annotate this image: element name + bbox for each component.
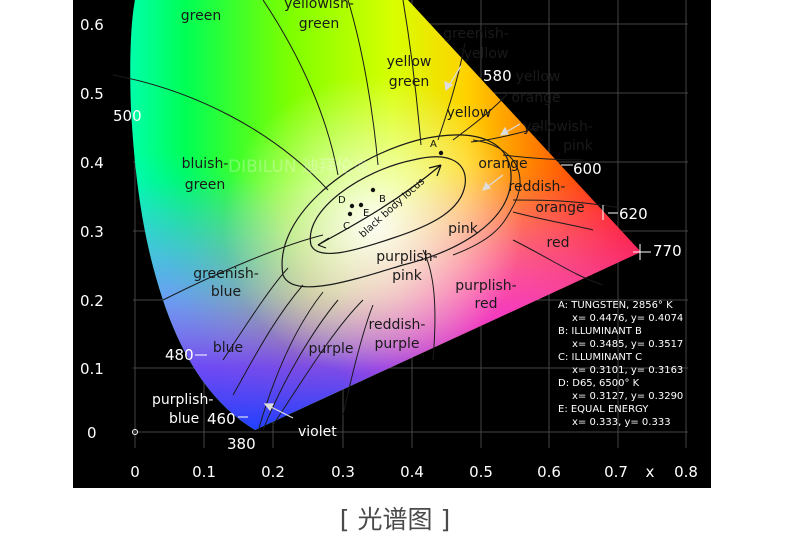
- legend-d-line1: D: D65, 6500° K: [558, 378, 640, 389]
- point-c-marker: [347, 211, 353, 217]
- label-yellow: yellow: [447, 105, 492, 121]
- label-bluish-green-2: green: [185, 177, 225, 193]
- label-purplish-blue-2: blue: [169, 411, 199, 427]
- point-e-marker: [358, 202, 364, 208]
- y-tick-0-5: 0.5: [80, 85, 104, 103]
- label-purplish-red-2: red: [475, 296, 498, 312]
- x-tick-0-2: 0.2: [261, 463, 285, 481]
- region-arrows: [263, 65, 521, 419]
- y-tick-0-1: 0.1: [80, 360, 104, 378]
- reference-points: A B C D E: [338, 139, 444, 232]
- label-reddish-purple-1: reddish-: [369, 317, 426, 333]
- legend-a-line2: x= 0.4476, y= 0.4074: [572, 313, 683, 324]
- y-tick-0-3: 0.3: [80, 223, 104, 241]
- wavelength-620: 620: [619, 205, 648, 223]
- wavelength-500: 500: [113, 107, 142, 125]
- label-reddish-orange-2: orange: [535, 200, 584, 216]
- point-c-label: C: [343, 221, 350, 232]
- illuminant-legend: A: TUNGSTEN, 2856° K x= 0.4476, y= 0.407…: [558, 300, 683, 428]
- region-labels: green yellowish- green greenish- yellow …: [181, 0, 594, 357]
- point-a-label: A: [430, 139, 437, 150]
- x-tick-0-5: 0.5: [469, 463, 493, 481]
- y-axis-ticks: 0.6 0.5 0.4 0.3 0.2 0.1 0: [80, 16, 104, 442]
- cie-chromaticity-diagram: black body locus A B C D E green yellowi…: [80, 0, 698, 481]
- label-yellow-green-1: yellow: [387, 54, 432, 70]
- label-green: green: [181, 8, 221, 24]
- wavelength-460: 460: [207, 410, 236, 428]
- label-yellowish-pink-2: pink: [563, 138, 594, 154]
- label-greenish-yellow-1: greenish-: [443, 26, 509, 42]
- label-yellowish-pink-1: yellowish-: [523, 119, 593, 135]
- x-tick-0-6: 0.6: [537, 463, 561, 481]
- label-reddish-purple-2: purple: [375, 336, 420, 352]
- label-reddish-orange-1: reddish-: [509, 179, 566, 195]
- label-bluish-green-1: bluish-: [182, 156, 229, 172]
- label-greenish-blue-2: blue: [211, 284, 241, 300]
- x-tick-0-1: 0.1: [192, 463, 216, 481]
- legend-c-line1: C: ILLUMINANT C: [558, 352, 642, 363]
- legend-e-line1: E: EQUAL ENERGY: [558, 404, 649, 415]
- label-pink: pink: [448, 221, 479, 237]
- wavelength-770: 770: [653, 242, 682, 260]
- x-tick-0-4: 0.4: [400, 463, 424, 481]
- label-greenish-yellow-2: yellow: [464, 46, 509, 62]
- label-purplish-blue-1: purplish-: [152, 392, 213, 408]
- white-area-boundary: [281, 134, 512, 288]
- outside-labels: purplish- blue violet: [152, 392, 337, 440]
- point-d-label: D: [338, 195, 346, 206]
- label-purplish-red-1: purplish-: [455, 278, 516, 294]
- x-tick-0: 0: [130, 463, 140, 481]
- point-e-label: E: [363, 208, 369, 219]
- legend-b-line1: B: ILLUMINANT B: [558, 326, 642, 337]
- point-b-label: B: [379, 194, 386, 205]
- y-tick-0: 0: [87, 424, 97, 442]
- legend-e-line2: x= 0.333, y= 0.333: [572, 417, 671, 428]
- x-axis-label: x: [646, 463, 655, 481]
- label-purplish-pink-1: purplish-: [376, 249, 437, 265]
- y-tick-0-2: 0.2: [80, 292, 104, 310]
- legend-c-line2: x= 0.3101, y= 0.3163: [572, 365, 683, 376]
- label-blue: blue: [213, 340, 243, 356]
- legend-b-line2: x= 0.3485, y= 0.3517: [572, 339, 683, 350]
- label-orange: orange: [478, 156, 527, 172]
- y-tick-0-6: 0.6: [80, 16, 104, 34]
- label-yellow-orange-2: orange: [511, 90, 560, 106]
- wavelength-580: 580: [483, 67, 512, 85]
- wavelength-380: 380: [227, 435, 256, 453]
- figure-caption: [ 光谱图 ]: [339, 505, 451, 534]
- point-a-marker: [438, 150, 444, 156]
- label-violet: violet: [298, 424, 337, 440]
- wavelength-600: 600: [573, 160, 602, 178]
- wavelength-480: 480: [165, 346, 194, 364]
- point-b-marker: [370, 187, 376, 193]
- label-yellowish-green-2: green: [299, 16, 339, 32]
- x-tick-0-8: 0.8: [674, 463, 698, 481]
- x-tick-0-3: 0.3: [331, 463, 355, 481]
- wavelength-labels: 500 580 600 620 770 480 460 380: [113, 67, 682, 453]
- label-purple: purple: [309, 341, 354, 357]
- label-yellow-green-2: green: [389, 74, 429, 90]
- x-axis-ticks: 0 0.1 0.2 0.3 0.4 0.5 0.6 0.7 x 0.8: [130, 463, 698, 481]
- label-greenish-blue-1: greenish-: [193, 266, 259, 282]
- label-yellow-orange-1: yellow: [516, 69, 561, 85]
- label-purplish-pink-2: pink: [392, 268, 423, 284]
- origin-marker: [132, 429, 138, 435]
- legend-d-line2: x= 0.3127, y= 0.3290: [572, 391, 683, 402]
- y-tick-0-4: 0.4: [80, 154, 104, 172]
- label-red: red: [547, 235, 570, 251]
- point-d-marker: [349, 203, 355, 209]
- watermark-text: DIBILUN 迪拜伦®: [228, 157, 370, 177]
- x-tick-0-7: 0.7: [604, 463, 628, 481]
- legend-a-line1: A: TUNGSTEN, 2856° K: [558, 300, 673, 311]
- label-yellowish-green-1: yellowish-: [284, 0, 354, 12]
- chromaticity-diagram-panel: black body locus A B C D E green yellowi…: [73, 0, 711, 488]
